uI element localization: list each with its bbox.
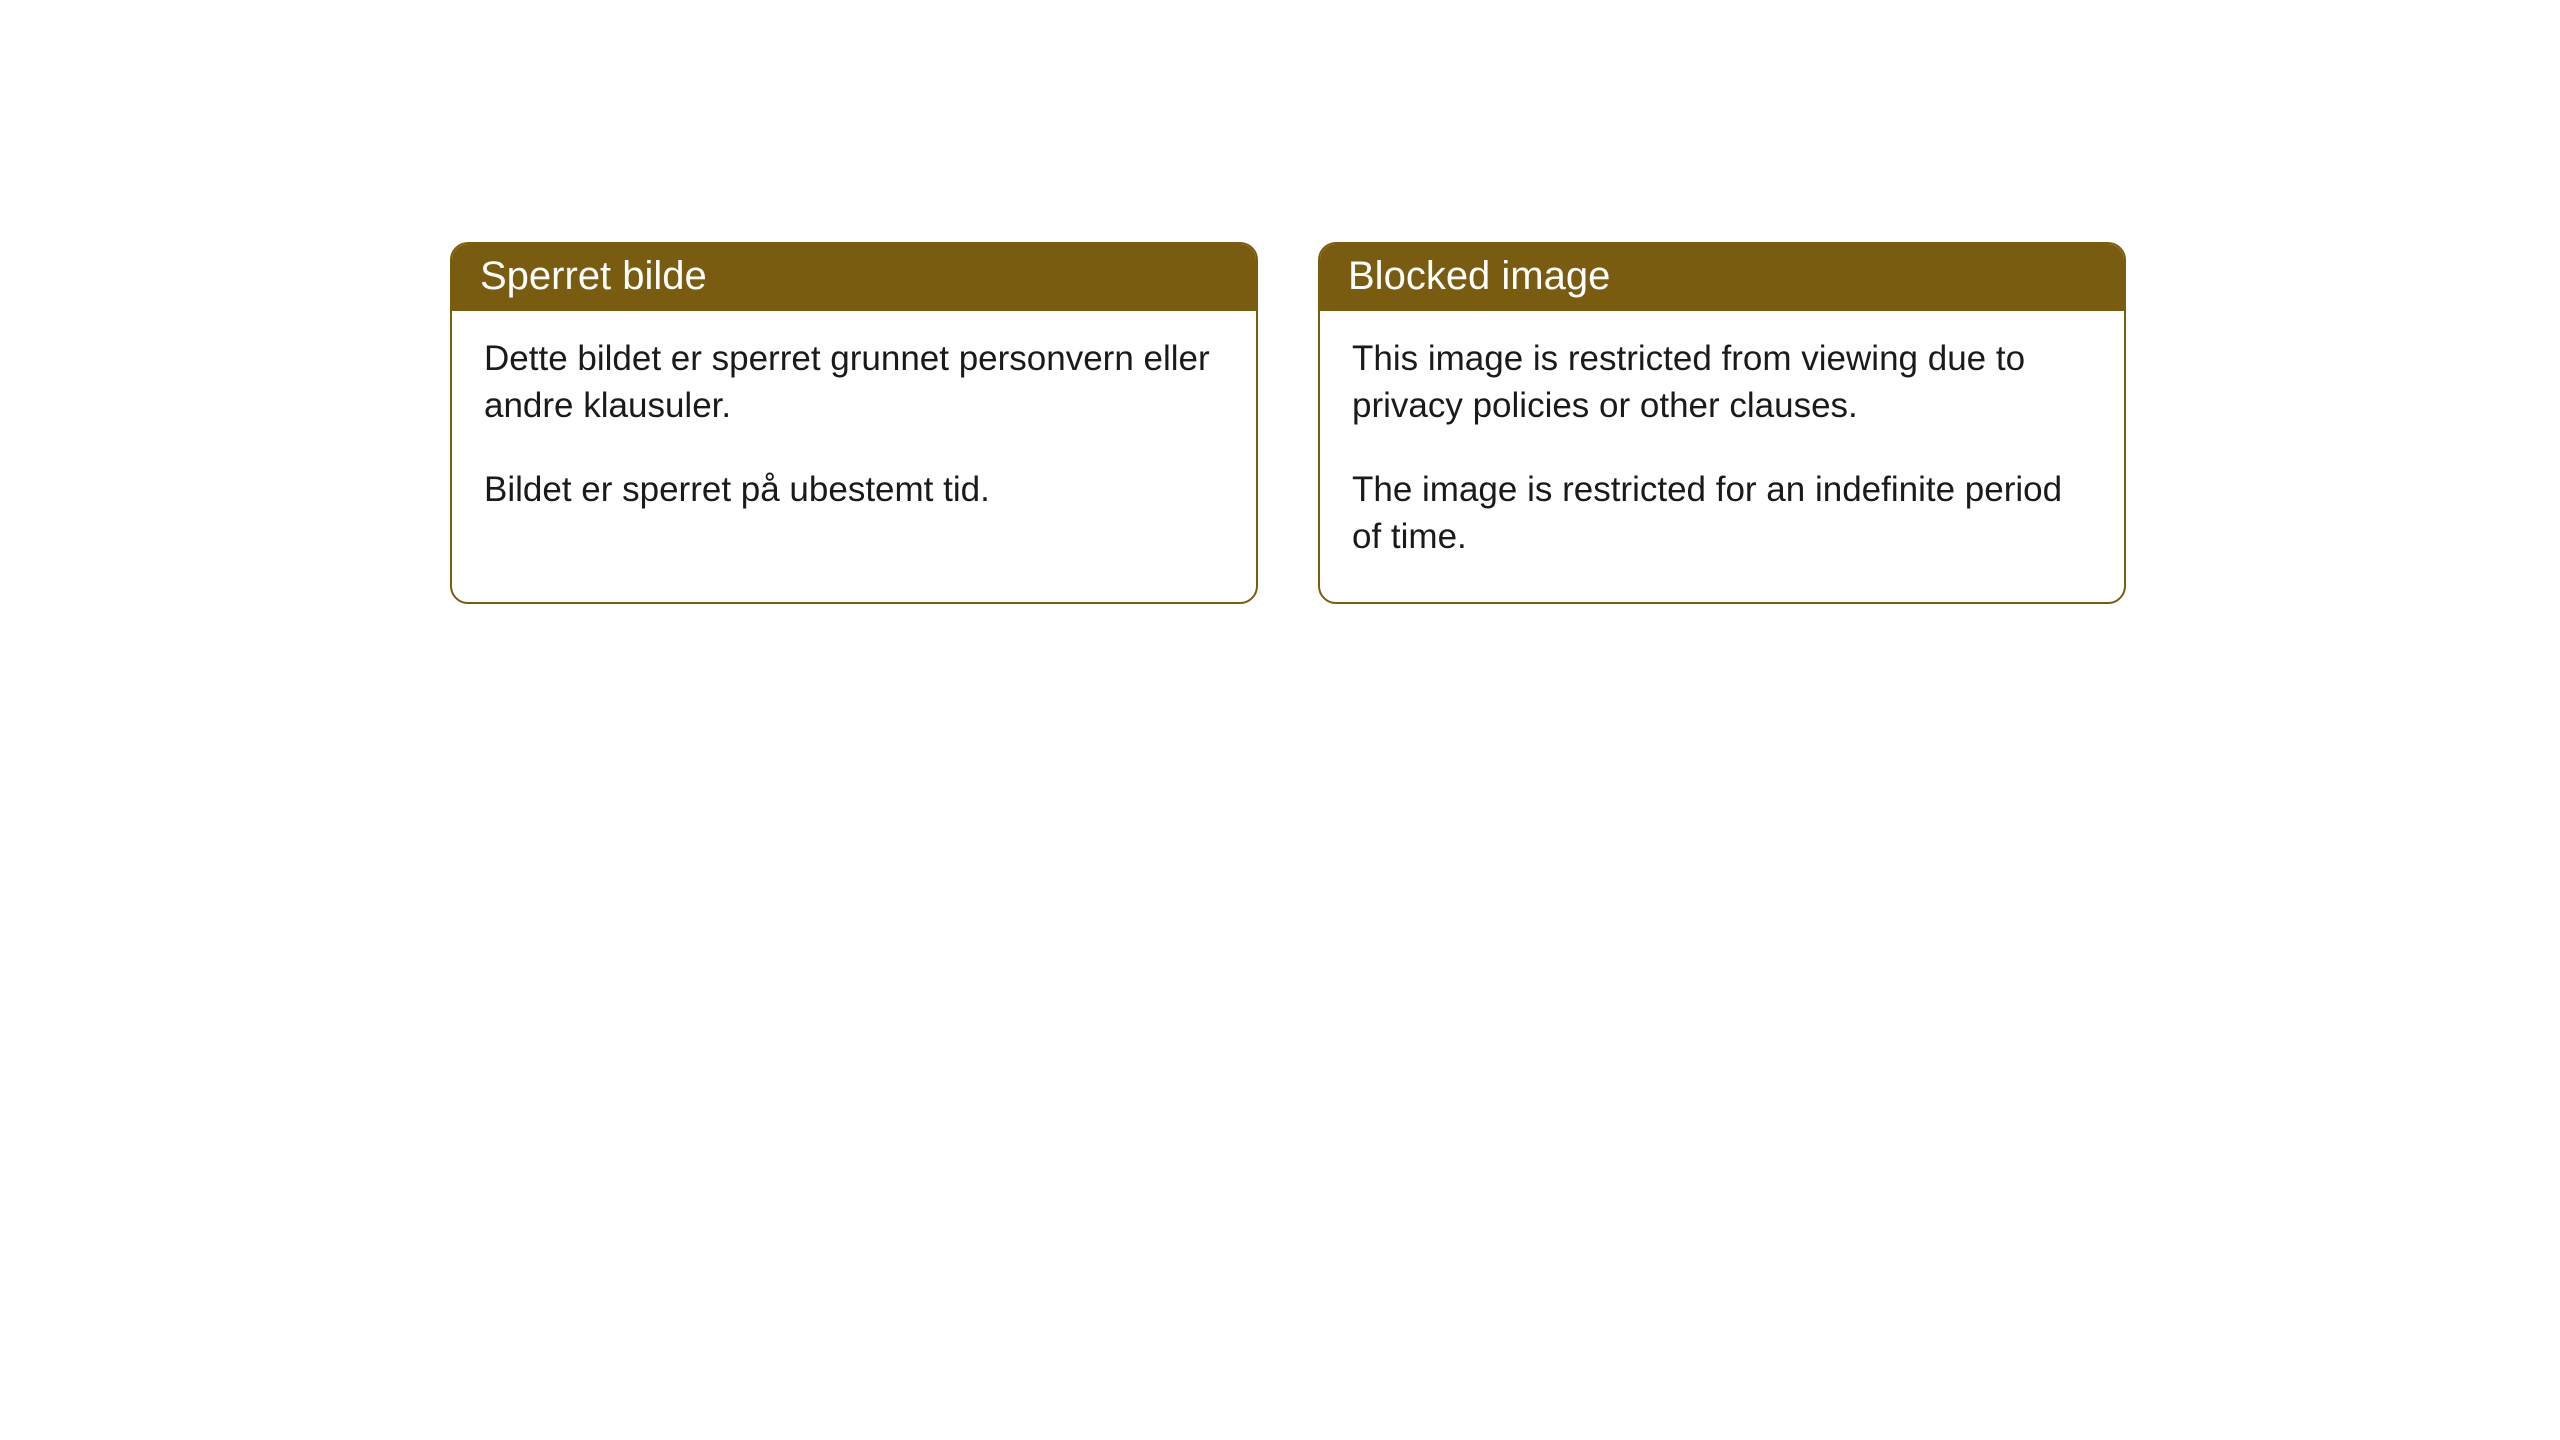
- message-cards-container: Sperret bilde Dette bildet er sperret gr…: [450, 242, 2126, 604]
- card-paragraph-2: Bildet er sperret på ubestemt tid.: [484, 466, 1224, 513]
- card-paragraph-1: Dette bildet er sperret grunnet personve…: [484, 335, 1224, 430]
- card-header: Sperret bilde: [452, 244, 1256, 311]
- card-header: Blocked image: [1320, 244, 2124, 311]
- card-paragraph-1: This image is restricted from viewing du…: [1352, 335, 2092, 430]
- blocked-image-card-norwegian: Sperret bilde Dette bildet er sperret gr…: [450, 242, 1258, 604]
- card-title: Blocked image: [1348, 254, 1610, 298]
- card-body: Dette bildet er sperret grunnet personve…: [452, 311, 1256, 555]
- card-title: Sperret bilde: [480, 254, 707, 298]
- card-body: This image is restricted from viewing du…: [1320, 311, 2124, 602]
- blocked-image-card-english: Blocked image This image is restricted f…: [1318, 242, 2126, 604]
- card-paragraph-2: The image is restricted for an indefinit…: [1352, 466, 2092, 561]
